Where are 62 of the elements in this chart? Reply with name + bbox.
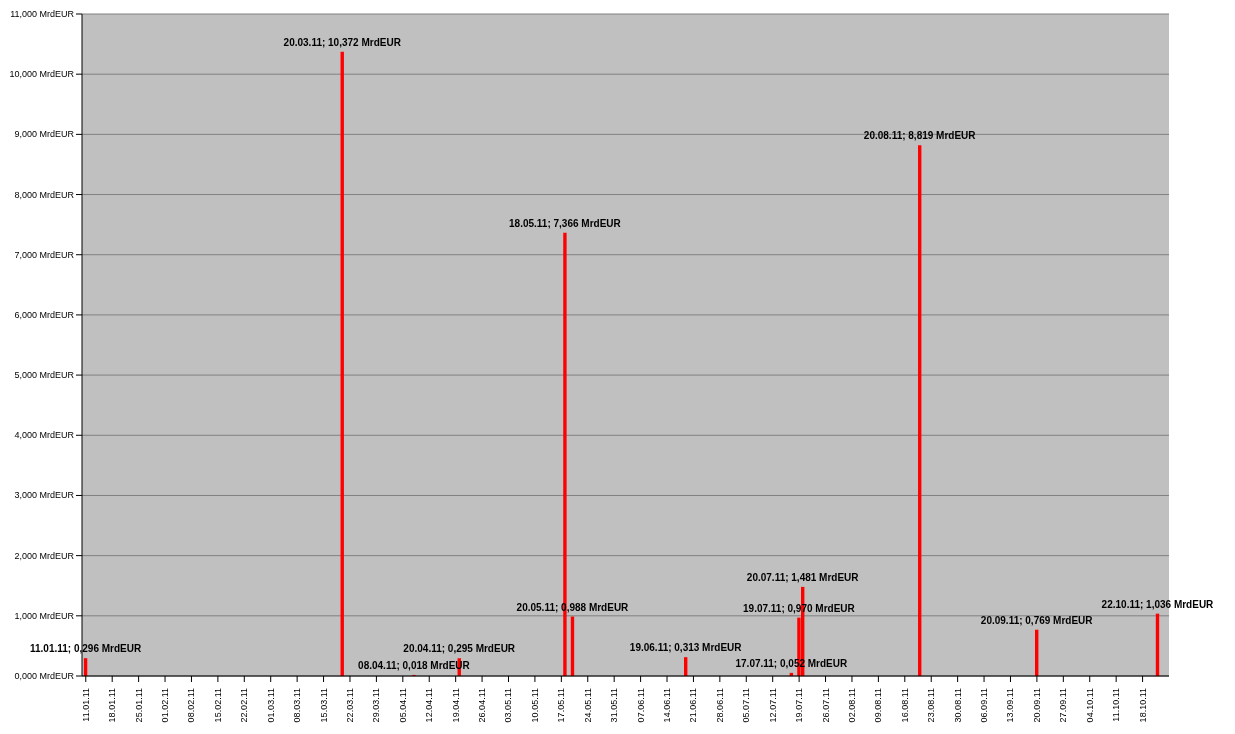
x-tick-label: 04.10.11	[1084, 688, 1095, 723]
data-label: 20.04.11; 0,295 MrdEUR	[403, 643, 516, 655]
x-tick-label: 09.08.11	[873, 688, 884, 723]
data-label: 18.05.11; 7,366 MrdEUR	[509, 217, 622, 229]
x-tick-label: 14.06.11	[662, 688, 673, 723]
x-tick-label: 11.10.11	[1111, 688, 1122, 722]
y-tick-label: 4,000 MrdEUR	[14, 430, 75, 441]
y-tick-label: 1,000 MrdEUR	[14, 610, 75, 621]
x-tick-label: 05.04.11	[397, 688, 408, 723]
data-label: 11.01.11; 0,296 MrdEUR	[29, 643, 142, 655]
x-tick-label: 30.08.11	[952, 688, 963, 723]
x-tick-label: 18.10.11	[1137, 688, 1148, 723]
x-tick-label: 02.08.11	[846, 688, 857, 723]
x-tick-label: 08.03.11	[292, 688, 303, 723]
x-tick-label: 06.09.11	[979, 688, 990, 723]
data-label: 22.10.11; 1,036 MrdEUR	[1101, 598, 1215, 610]
x-tick-label: 05.07.11	[741, 688, 752, 723]
y-tick-label: 0,000 MrdEUR	[14, 671, 75, 681]
y-tick-label: 6,000 MrdEUR	[14, 309, 75, 320]
data-label: 20.08.11; 8,819 MrdEUR	[863, 130, 977, 142]
data-label: 19.06.11; 0,313 MrdEUR	[629, 642, 743, 654]
x-tick-label: 08.02.11	[186, 688, 197, 723]
x-tick-label: 15.02.11	[212, 688, 223, 723]
x-tick-label: 01.02.11	[160, 688, 171, 723]
y-tick-label: 7,000 MrdEUR	[14, 249, 75, 260]
x-tick-label: 26.04.11	[477, 688, 488, 723]
y-tick-label: 5,000 MrdEUR	[14, 370, 75, 381]
x-tick-label: 12.04.11	[424, 688, 435, 723]
x-tick-label: 07.06.11	[635, 688, 646, 723]
x-tick-label: 22.02.11	[239, 688, 250, 723]
y-tick-label: 3,000 MrdEUR	[14, 490, 75, 501]
x-tick-label: 25.01.11	[133, 688, 144, 723]
data-label: 20.07.11; 1,481 MrdEUR	[746, 571, 860, 583]
y-tick-label: 8,000 MrdEUR	[14, 189, 75, 200]
y-tick-label: 10,000 MrdEUR	[9, 69, 75, 80]
x-tick-label: 28.06.11	[714, 688, 725, 723]
x-tick-label: 15.03.11	[318, 688, 329, 723]
x-tick-label: 29.03.11	[371, 688, 382, 723]
x-tick-label: 11.01.11	[80, 688, 91, 722]
x-tick-label: 23.08.11	[926, 688, 937, 723]
data-label: 20.03.11; 10,372 MrdEUR	[283, 36, 402, 48]
x-tick-label: 01.03.11	[265, 688, 276, 723]
x-tick-label: 10.05.11	[529, 688, 540, 723]
x-tick-label: 18.01.11	[107, 688, 118, 723]
x-tick-label: 26.07.11	[820, 688, 831, 723]
x-tick-label: 03.05.11	[503, 688, 514, 723]
x-tick-label: 24.05.11	[582, 688, 593, 723]
x-tick-label: 20.09.11	[1031, 688, 1042, 723]
x-tick-label: 19.04.11	[450, 688, 461, 723]
x-tick-label: 21.06.11	[688, 688, 699, 723]
x-tick-label: 13.09.11	[1005, 688, 1016, 723]
y-tick-label: 2,000 MrdEUR	[14, 550, 75, 561]
y-tick-label: 9,000 MrdEUR	[14, 129, 75, 140]
x-tick-label: 31.05.11	[609, 688, 620, 723]
x-tick-label: 27.09.11	[1058, 688, 1069, 723]
data-label: 20.09.11; 0,769 MrdEUR	[980, 614, 1094, 626]
x-tick-label: 19.07.11	[794, 688, 805, 723]
x-tick-label: 12.07.11	[767, 688, 778, 723]
x-tick-label: 17.05.11	[556, 688, 567, 723]
y-tick-label: 11,000 MrdEUR	[10, 9, 75, 19]
x-tick-label: 16.08.11	[899, 688, 910, 723]
x-tick-label: 22.03.11	[344, 688, 355, 723]
